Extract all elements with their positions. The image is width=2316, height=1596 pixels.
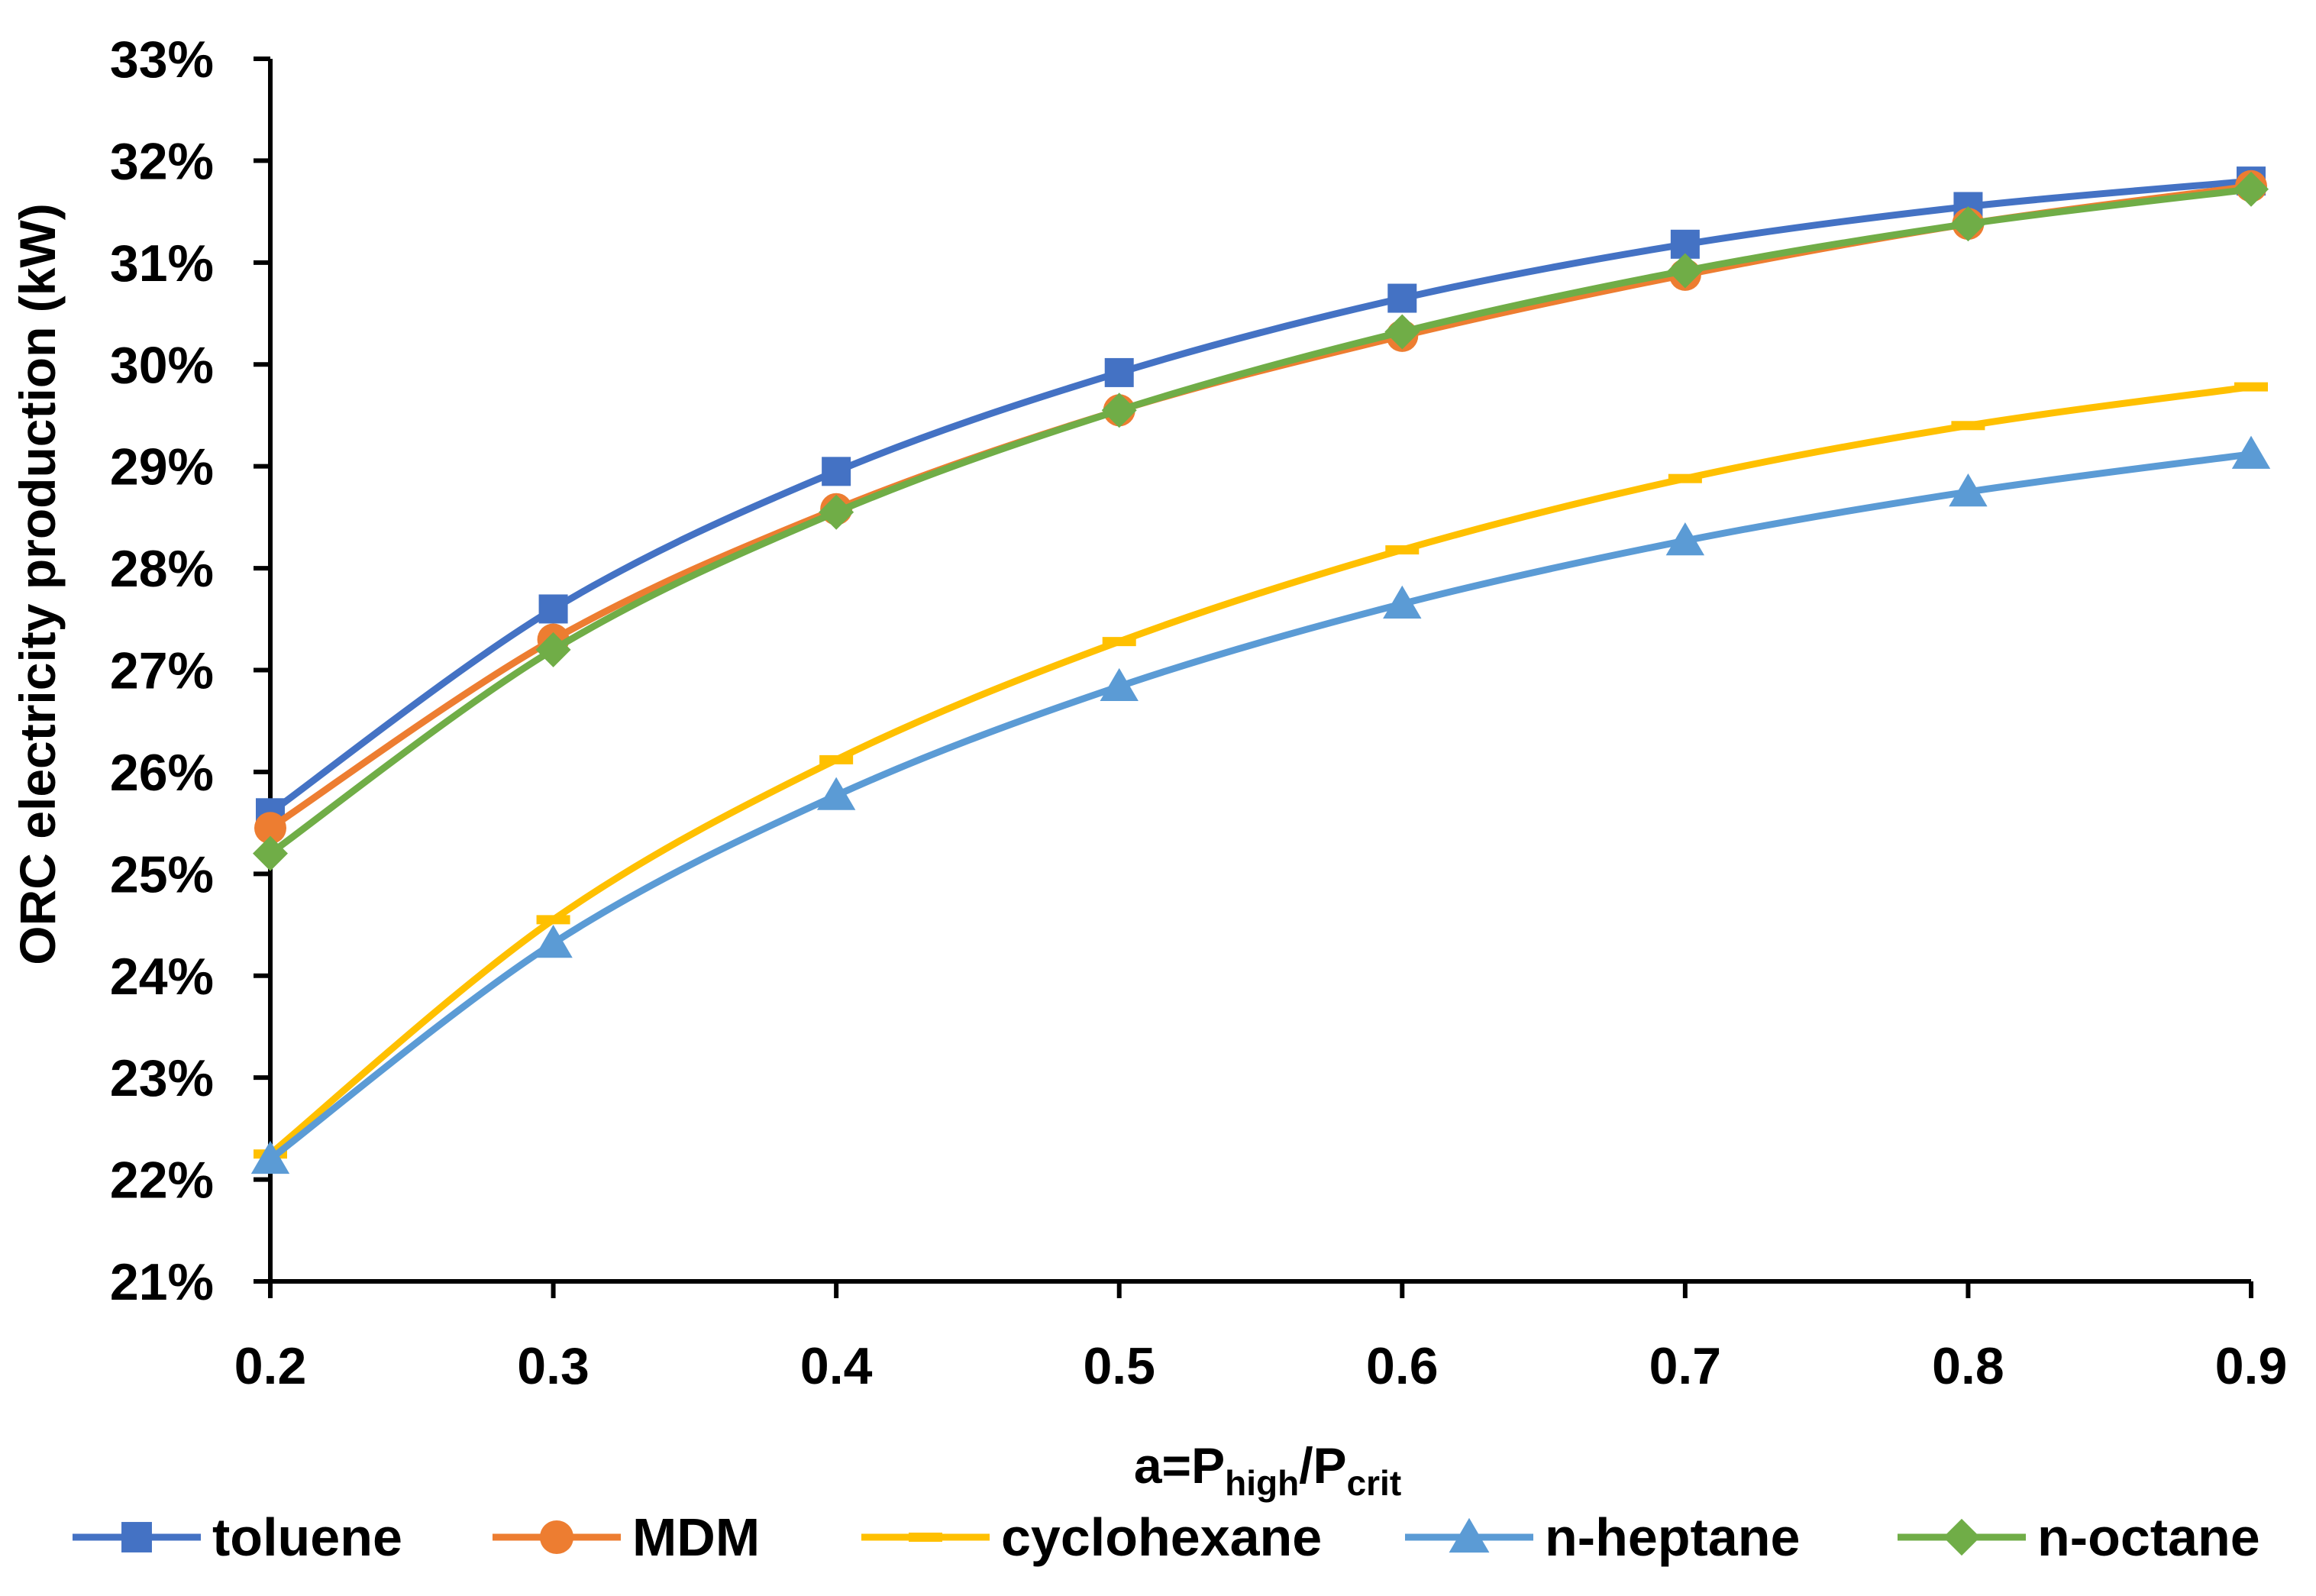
x-tick-label: 0.4 <box>800 1337 873 1395</box>
x-axis-title-mid: /P <box>1299 1437 1346 1494</box>
data-point-n-octane-0.8 <box>1950 206 1986 242</box>
y-tick-label: 28% <box>110 540 214 598</box>
y-tick-label: 29% <box>110 438 214 496</box>
data-point-n-octane-0.4 <box>819 494 854 530</box>
data-point-n-octane-0.2 <box>253 835 288 871</box>
series-n-octane <box>253 171 2269 871</box>
data-point-n-heptane-0.5 <box>1100 667 1139 702</box>
series-line-cyclohexane <box>266 383 2255 1158</box>
axes <box>268 59 2251 1284</box>
legend-item-MDM: MDM <box>493 1507 760 1567</box>
x-tick-label: 0.3 <box>517 1337 589 1395</box>
y-tick-label: 24% <box>110 948 214 1006</box>
x-tick-label: 0.8 <box>1932 1337 2004 1395</box>
legend-marker <box>909 1533 942 1542</box>
legend-label: n-heptane <box>1545 1507 1800 1567</box>
y-tick-label: 32% <box>110 132 214 190</box>
y-tick-label: 25% <box>110 845 214 903</box>
data-point-n-octane-0.7 <box>1667 253 1703 289</box>
x-tick-label: 0.5 <box>1083 1337 1155 1395</box>
data-point-cyclohexane-0.6 <box>1385 545 1420 555</box>
data-point-n-octane-0.6 <box>1384 314 1420 350</box>
y-tick-label: 23% <box>110 1049 214 1107</box>
legend: toluene MDM cyclohexane n-heptane n-octane <box>73 1507 2260 1567</box>
legend-label: cyclohexane <box>1001 1507 1322 1567</box>
x-tick-label: 0.9 <box>2215 1337 2288 1395</box>
series-n-heptane <box>250 435 2271 1174</box>
legend-item-n-octane: n-octane <box>1898 1507 2260 1567</box>
legend-item-toluene: toluene <box>73 1507 402 1567</box>
series-cyclohexane <box>254 382 2268 1159</box>
legend-marker <box>539 1520 574 1555</box>
y-tick-label: 21% <box>110 1253 214 1311</box>
legend-label: MDM <box>632 1507 760 1567</box>
x-axis-title-prefix: a=P <box>1134 1437 1225 1494</box>
data-point-MDM-0.2 <box>254 812 286 845</box>
data-point-toluene-0.5 <box>1104 357 1134 387</box>
data-point-cyclohexane-0.9 <box>2234 382 2268 392</box>
series-line-MDM <box>266 183 2255 832</box>
data-point-cyclohexane-0.4 <box>819 754 854 764</box>
data-point-toluene-0.3 <box>538 594 568 624</box>
series-MDM <box>254 170 2267 845</box>
y-tick-label: 30% <box>110 336 214 394</box>
series-line-toluene <box>266 177 2255 816</box>
y-tick-label: 33% <box>110 31 214 89</box>
legend-item-n-heptane: n-heptane <box>1405 1507 1800 1567</box>
x-tick-label: 0.2 <box>234 1337 307 1395</box>
data-point-n-heptane-0.9 <box>2231 435 2271 469</box>
data-point-n-heptane-0.4 <box>816 777 856 810</box>
data-point-cyclohexane-0.7 <box>1668 473 1702 483</box>
y-axis-title: ORC electricity production (kW) <box>9 203 66 964</box>
x-axis-title: a=Phigh/Pcrit <box>1134 1437 1401 1503</box>
data-point-cyclohexane-0.5 <box>1102 637 1136 647</box>
data-point-n-octane-0.9 <box>2234 171 2269 207</box>
data-point-cyclohexane-0.8 <box>1951 421 1985 431</box>
y-tick-label: 27% <box>110 642 214 700</box>
data-point-n-octane-0.3 <box>535 632 571 667</box>
legend-marker <box>121 1522 152 1552</box>
data-point-cyclohexane-0.3 <box>536 915 570 925</box>
series-layer <box>250 166 2271 1174</box>
legend-label: toluene <box>212 1507 402 1567</box>
series-line-n-heptane <box>266 451 2255 1163</box>
y-tick-label: 31% <box>110 234 214 292</box>
y-tick-label: 22% <box>110 1152 214 1210</box>
series-line-n-octane <box>266 186 2255 858</box>
x-tick-label: 0.6 <box>1366 1337 1439 1395</box>
data-point-n-heptane-0.3 <box>534 925 573 958</box>
legend-label: n-octane <box>2037 1507 2260 1567</box>
legend-item-cyclohexane: cyclohexane <box>861 1507 1322 1567</box>
data-point-n-heptane-0.2 <box>250 1140 290 1174</box>
data-point-n-heptane-0.7 <box>1665 522 1705 556</box>
legend-marker <box>1943 1518 1981 1556</box>
x-axis-title-sub-crit: crit <box>1347 1463 1402 1503</box>
x-axis-title-sub-high: high <box>1225 1463 1299 1503</box>
data-point-toluene-0.6 <box>1387 283 1417 313</box>
data-point-toluene-0.4 <box>822 457 851 486</box>
data-point-n-octane-0.5 <box>1101 393 1137 428</box>
legend-marker <box>1449 1517 1490 1553</box>
data-point-n-heptane-0.8 <box>1949 473 1988 507</box>
ticks-layer: 21% 22% 23% 24% 25% 26% 27% 28% 29% 30% 31% 32% 33% 0… <box>110 31 2287 1395</box>
x-tick-label: 0.7 <box>1649 1337 1722 1395</box>
y-tick-label: 26% <box>110 744 214 802</box>
data-point-n-heptane-0.6 <box>1383 585 1422 619</box>
